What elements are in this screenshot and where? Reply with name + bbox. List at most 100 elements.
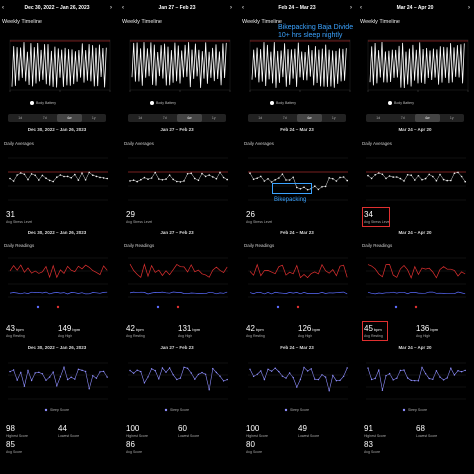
resting-number: 42 bbox=[126, 324, 135, 333]
tab-7d[interactable]: 7d bbox=[282, 116, 287, 120]
sleep-legend: Sleep Score bbox=[290, 408, 310, 412]
sleep-point bbox=[410, 379, 412, 382]
stress-label: Avg Stress Level bbox=[246, 220, 273, 224]
sleep-point bbox=[464, 369, 466, 372]
avg-score: 85 bbox=[6, 440, 15, 449]
sleep-point bbox=[136, 369, 138, 371]
sleep-score-chart bbox=[8, 362, 108, 412]
period-title: Feb 24 – Mar 23 bbox=[278, 5, 316, 11]
high-value: 136bpm bbox=[416, 324, 438, 333]
resting-value: 42bpm bbox=[246, 324, 264, 333]
sleep-point bbox=[190, 372, 192, 374]
tab-1y[interactable]: 1y bbox=[449, 116, 454, 120]
tab-1y[interactable]: 1y bbox=[91, 116, 96, 120]
lowest-score: 49 bbox=[298, 424, 307, 433]
sleep-point bbox=[222, 380, 225, 382]
tab-4w[interactable]: 4w bbox=[297, 114, 322, 122]
range-label-2: Mar 24 – Apr 20 bbox=[398, 230, 432, 235]
heart-rate-chart bbox=[248, 257, 348, 309]
chevron-left-icon[interactable]: ‹ bbox=[242, 5, 244, 11]
stress-value: 31 bbox=[6, 210, 15, 219]
sleep-point bbox=[310, 368, 312, 370]
lowest-score-label: Lowest Score bbox=[58, 434, 80, 438]
sleep-point bbox=[278, 370, 280, 373]
sleep-point bbox=[183, 366, 185, 368]
range-label-3: Mar 24 – Apr 20 bbox=[398, 345, 432, 350]
high-legend-dot bbox=[56, 305, 60, 309]
stress-point bbox=[129, 180, 131, 182]
sleep-point bbox=[70, 376, 72, 378]
sleep-point bbox=[453, 374, 456, 376]
high-value: 149bpm bbox=[58, 324, 80, 333]
chevron-right-icon[interactable]: › bbox=[468, 5, 470, 11]
tab-7d[interactable]: 7d bbox=[162, 116, 167, 120]
sleep-point bbox=[321, 374, 323, 376]
sleep-point bbox=[317, 378, 320, 381]
sleep-point bbox=[27, 369, 29, 372]
avg-score-label: Avg Score bbox=[364, 450, 381, 454]
column-1: ‹ Dec 30, 2022 – Jan 26, 2023 › Weekly Time… bbox=[0, 0, 114, 474]
body-battery-chart bbox=[129, 39, 231, 92]
sleep-point bbox=[274, 367, 276, 369]
resting-hr-line bbox=[9, 291, 108, 295]
tab-1d[interactable]: 1d bbox=[258, 116, 263, 120]
sleep-point bbox=[457, 370, 459, 372]
resting-number: 42 bbox=[246, 324, 255, 333]
sleep-point bbox=[288, 372, 291, 374]
tab-4w[interactable]: 4w bbox=[415, 114, 440, 122]
chevron-left-icon[interactable]: ‹ bbox=[122, 5, 124, 11]
chevron-right-icon[interactable]: › bbox=[110, 5, 112, 11]
sleep-point bbox=[260, 370, 262, 372]
sleep-legend: Sleep Score bbox=[170, 408, 190, 412]
high-unit: bpm bbox=[72, 327, 81, 332]
sleep-point bbox=[23, 385, 26, 387]
sleep-point bbox=[92, 375, 94, 377]
tab-4w[interactable]: 4w bbox=[177, 114, 202, 122]
sleep-point bbox=[370, 378, 373, 381]
sleep-point bbox=[106, 376, 108, 378]
body-battery-line bbox=[11, 42, 107, 88]
tab-4w[interactable]: 4w bbox=[57, 114, 82, 122]
sleep-point bbox=[158, 378, 160, 380]
sleep-point bbox=[30, 379, 33, 382]
sleep-point bbox=[45, 379, 47, 381]
daily-readings-title: Daily Readings bbox=[244, 243, 275, 248]
sleep-line bbox=[9, 366, 108, 389]
stress-chart bbox=[366, 157, 466, 201]
sleep-point bbox=[147, 376, 149, 378]
sleep-point bbox=[20, 371, 22, 374]
highest-score: 100 bbox=[126, 424, 140, 433]
tab-7d[interactable]: 7d bbox=[42, 116, 47, 120]
tab-1y[interactable]: 1y bbox=[331, 116, 336, 120]
chevron-left-icon[interactable]: ‹ bbox=[360, 5, 362, 11]
chevron-right-icon[interactable]: › bbox=[350, 5, 352, 11]
tab-1d[interactable]: 1d bbox=[376, 116, 381, 120]
sleep-point bbox=[168, 367, 171, 369]
tab-7d[interactable]: 7d bbox=[400, 116, 405, 120]
range-label: Feb 24 – Mar 23 bbox=[280, 127, 314, 132]
chevron-left-icon[interactable]: ‹ bbox=[2, 5, 4, 11]
tab-1y[interactable]: 1y bbox=[211, 116, 216, 120]
stress-chart bbox=[8, 157, 108, 201]
range-label-2: Dec 30, 2022 – Jan 26, 2023 bbox=[27, 230, 87, 235]
tab-1d[interactable]: 1d bbox=[18, 116, 23, 120]
highest-score-label: Highest Score bbox=[364, 434, 386, 438]
annotation-bikepacking: Bikepacking bbox=[274, 197, 307, 203]
body-battery-line bbox=[131, 42, 227, 88]
chevron-right-icon[interactable]: › bbox=[230, 5, 232, 11]
sleep-point bbox=[339, 379, 341, 382]
sleep-point bbox=[176, 378, 178, 381]
sleep-point bbox=[335, 380, 338, 382]
sleep-point bbox=[306, 370, 309, 372]
high-number: 131 bbox=[178, 324, 192, 333]
tab-1d[interactable]: 1d bbox=[138, 116, 143, 120]
sleep-point bbox=[252, 375, 255, 378]
stress-point bbox=[106, 177, 108, 180]
heart-rate-chart bbox=[366, 257, 466, 309]
high-number: 149 bbox=[58, 324, 72, 333]
resting-label: Avg Resting bbox=[6, 334, 25, 338]
sleep-point bbox=[267, 368, 269, 370]
sleep-point bbox=[56, 385, 58, 387]
stress-value: 29 bbox=[126, 210, 135, 219]
daily-averages-title: Daily Averages bbox=[4, 141, 34, 146]
